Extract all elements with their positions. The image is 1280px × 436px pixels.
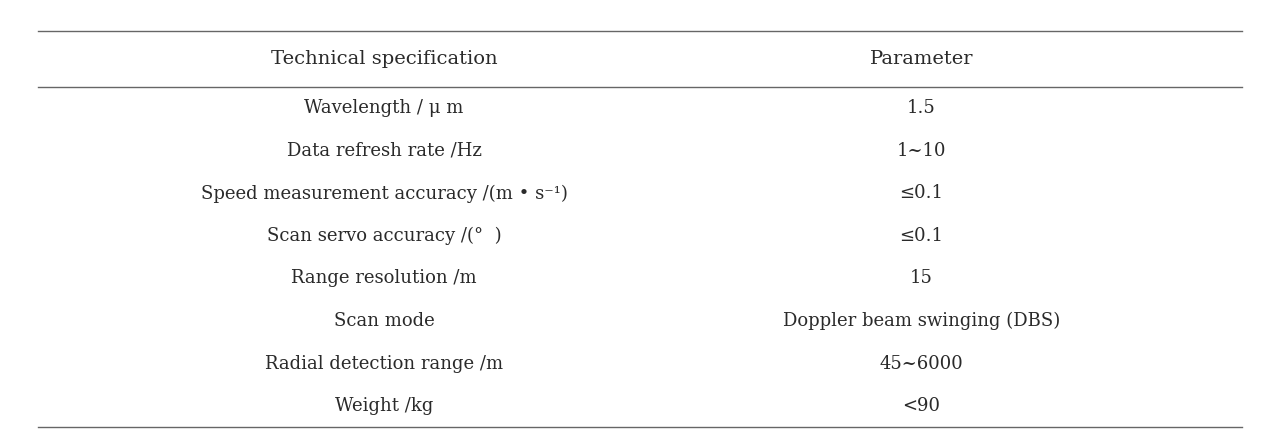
Text: Range resolution /m: Range resolution /m bbox=[291, 269, 477, 287]
Text: 15: 15 bbox=[910, 269, 933, 287]
Text: Radial detection range /m: Radial detection range /m bbox=[265, 354, 503, 372]
Text: ≤0.1: ≤0.1 bbox=[900, 227, 943, 245]
Text: Technical specification: Technical specification bbox=[270, 50, 498, 68]
Text: Parameter: Parameter bbox=[870, 50, 973, 68]
Text: <90: <90 bbox=[902, 397, 941, 415]
Text: ≤0.1: ≤0.1 bbox=[900, 184, 943, 202]
Text: 45~6000: 45~6000 bbox=[879, 354, 964, 372]
Text: Weight /kg: Weight /kg bbox=[335, 397, 433, 415]
Text: 1~10: 1~10 bbox=[897, 142, 946, 160]
Text: Scan servo accuracy /(°  ): Scan servo accuracy /(° ) bbox=[266, 227, 502, 245]
Text: Speed measurement accuracy /(m • s⁻¹): Speed measurement accuracy /(m • s⁻¹) bbox=[201, 184, 567, 203]
Text: Doppler beam swinging (DBS): Doppler beam swinging (DBS) bbox=[783, 312, 1060, 330]
Text: Data refresh rate /Hz: Data refresh rate /Hz bbox=[287, 142, 481, 160]
Text: Wavelength / μ m: Wavelength / μ m bbox=[305, 99, 463, 117]
Text: 1.5: 1.5 bbox=[908, 99, 936, 117]
Text: Scan mode: Scan mode bbox=[334, 312, 434, 330]
